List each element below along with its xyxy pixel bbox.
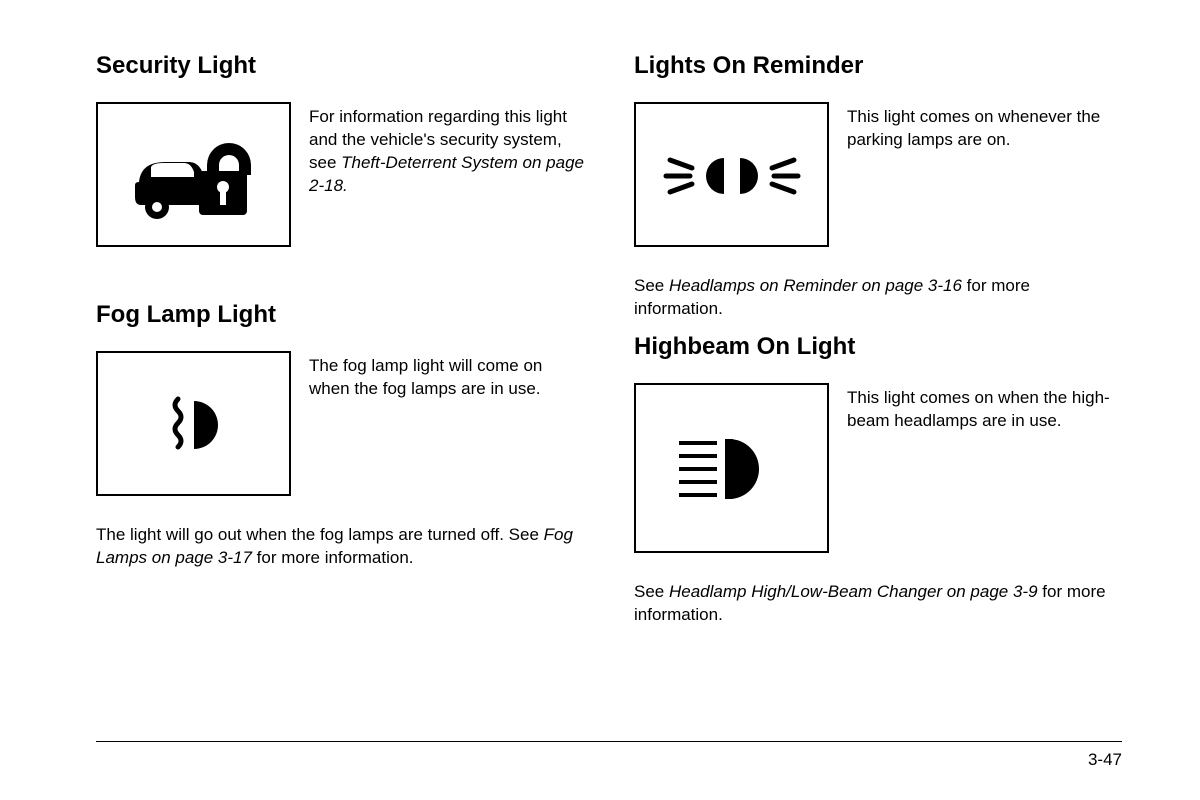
- security-light-row: For information regarding this light and…: [96, 102, 584, 247]
- lights-on-icon-box: [634, 102, 829, 247]
- fog-below-a: The light will go out when the fog lamps…: [96, 525, 544, 544]
- left-column: Security Light: [96, 52, 584, 712]
- fog-below-b: for more information.: [252, 548, 414, 567]
- lights-on-side-text: This light comes on whenever the parking…: [847, 102, 1122, 152]
- lights-on-below-text: See Headlamps on Reminder on page 3-16 f…: [634, 275, 1122, 321]
- highbeam-below-a: See: [634, 582, 669, 601]
- highbeam-icon-box: [634, 383, 829, 553]
- lights-on-row: This light comes on whenever the parking…: [634, 102, 1122, 247]
- fog-lamp-icon-box: [96, 351, 291, 496]
- security-light-icon: [129, 127, 259, 222]
- fog-lamp-heading: Fog Lamp Light: [96, 301, 584, 329]
- highbeam-side-text: This light comes on when the high-beam h…: [847, 383, 1122, 433]
- highbeam-row: This light comes on when the high-beam h…: [634, 383, 1122, 553]
- highbeam-below-italic: Headlamp High/Low-Beam Changer on page 3…: [669, 582, 1038, 601]
- lights-on-heading: Lights On Reminder: [634, 52, 1122, 80]
- highbeam-heading: Highbeam On Light: [634, 333, 1122, 361]
- lights-on-reminder-icon: [662, 140, 802, 210]
- fog-lamp-row: The fog lamp light will come on when the…: [96, 351, 584, 496]
- fog-lamp-side-text: The fog lamp light will come on when the…: [309, 351, 584, 401]
- security-light-text-italic: Theft-Deterrent System on page 2-18.: [309, 153, 584, 195]
- security-light-icon-box: [96, 102, 291, 247]
- security-light-heading: Security Light: [96, 52, 584, 80]
- highbeam-on-icon: [667, 423, 797, 513]
- highbeam-below-text: See Headlamp High/Low-Beam Changer on pa…: [634, 581, 1122, 627]
- two-column-layout: Security Light: [96, 52, 1122, 712]
- right-column: Lights On Reminder This l: [634, 52, 1122, 712]
- security-light-text: For information regarding this light and…: [309, 102, 584, 198]
- fog-lamp-below-text: The light will go out when the fog lamps…: [96, 524, 584, 570]
- page-number: 3-47: [1088, 750, 1122, 770]
- fog-lamp-icon: [154, 389, 234, 459]
- footer-rule: [96, 741, 1122, 742]
- lightson-below-a: See: [634, 276, 669, 295]
- lightson-below-italic: Headlamps on Reminder on page 3-16: [669, 276, 962, 295]
